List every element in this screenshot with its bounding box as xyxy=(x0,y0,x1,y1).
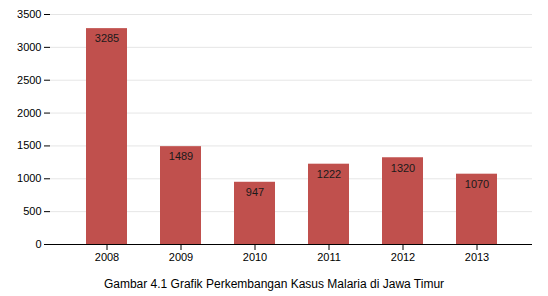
svg-text:1489: 1489 xyxy=(169,150,193,162)
svg-text:1000: 1000 xyxy=(17,172,41,184)
svg-text:1320: 1320 xyxy=(391,162,415,174)
svg-text:2010: 2010 xyxy=(243,251,267,263)
svg-text:500: 500 xyxy=(23,205,41,217)
svg-text:947: 947 xyxy=(246,186,264,198)
svg-text:0: 0 xyxy=(35,238,41,250)
html-text:Gambar 4.1 Grafik Perkembangan: Gambar 4.1 Grafik Perkembangan Kasus Mal… xyxy=(103,277,445,291)
svg-text:2011: 2011 xyxy=(317,251,341,263)
svg-text:1222: 1222 xyxy=(317,168,341,180)
svg-text:2000: 2000 xyxy=(17,107,41,119)
svg-text:2013: 2013 xyxy=(465,251,489,263)
svg-text:3500: 3500 xyxy=(17,8,41,20)
svg-text:2500: 2500 xyxy=(17,74,41,86)
svg-text:2008: 2008 xyxy=(95,251,119,263)
svg-text:3285: 3285 xyxy=(95,32,119,44)
svg-text:2012: 2012 xyxy=(391,251,415,263)
svg-text:2009: 2009 xyxy=(169,251,193,263)
svg-text:3000: 3000 xyxy=(17,41,41,53)
svg-text:1070: 1070 xyxy=(465,178,489,190)
svg-text:1500: 1500 xyxy=(17,139,41,151)
